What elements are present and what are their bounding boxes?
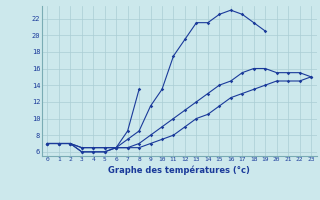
X-axis label: Graphe des températures (°c): Graphe des températures (°c) — [108, 165, 250, 175]
